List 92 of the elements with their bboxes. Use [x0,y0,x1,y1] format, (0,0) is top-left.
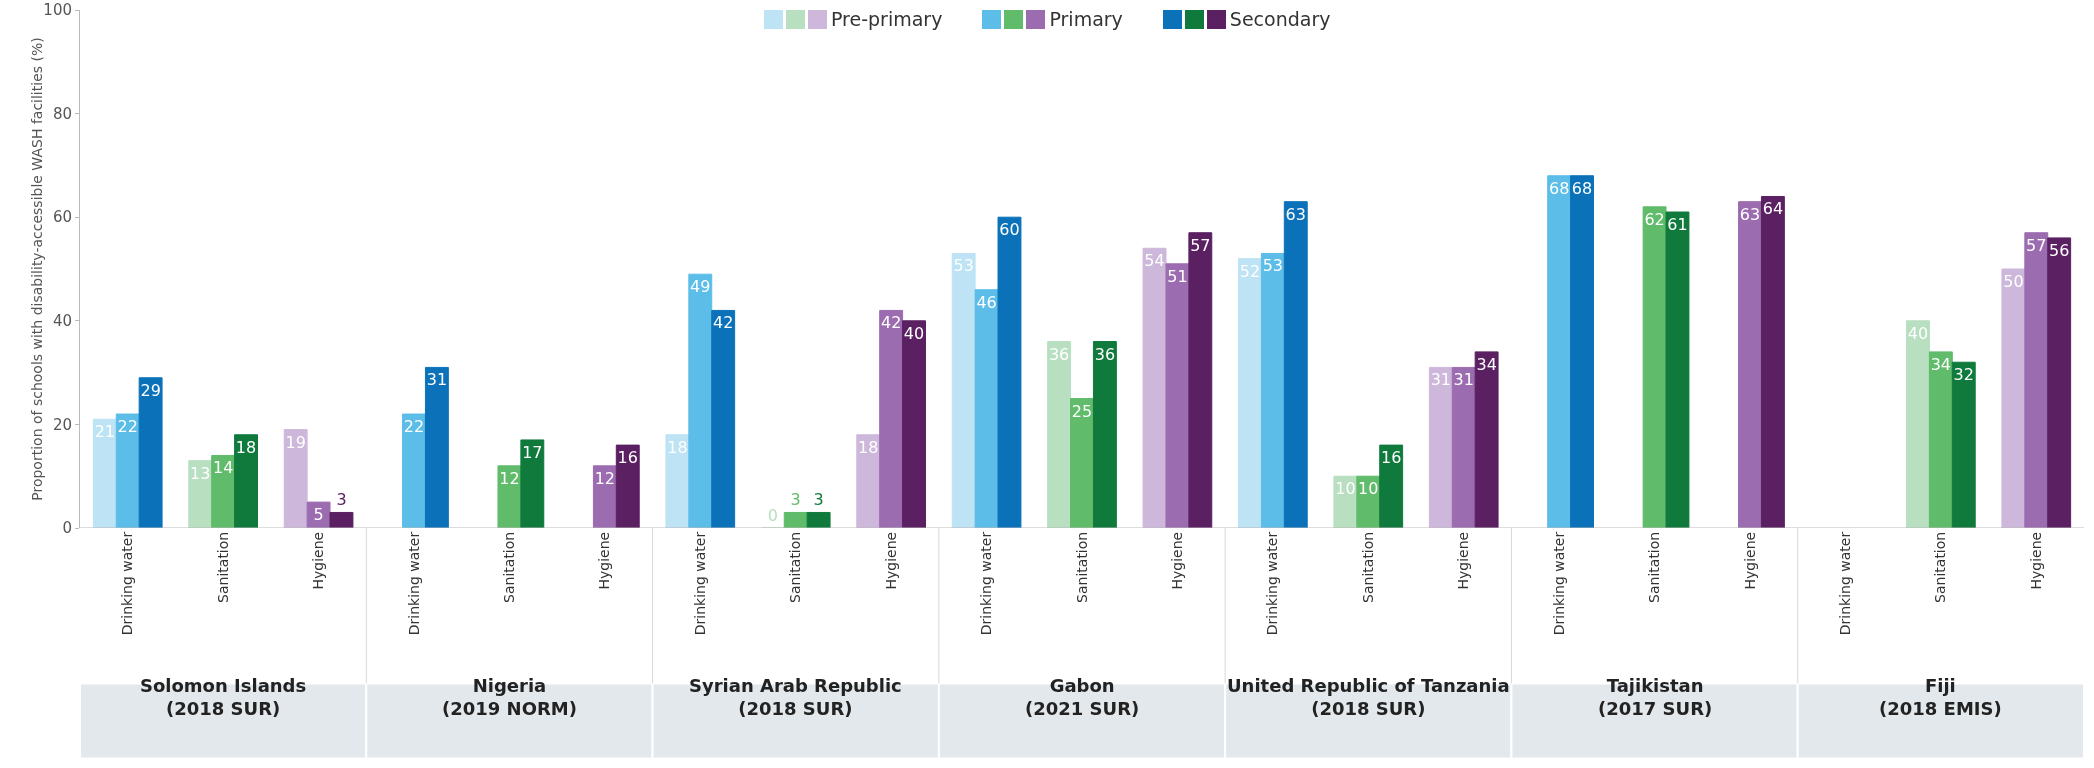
x-tick-label: Drinking water [1836,531,1853,636]
data-label: 3 [813,490,824,510]
data-label: 53 [1262,256,1284,276]
data-label: 19 [285,432,306,452]
data-label: 49 [690,277,711,297]
x-tick-label: Hygiene [596,531,613,590]
data-label: 34 [1476,354,1497,374]
data-label: 29 [140,380,161,400]
x-tick-label: Sanitation [1646,531,1663,603]
y-tick-label: 60 [52,208,72,227]
x-tick-label: Sanitation [214,531,231,603]
data-label: 10 [1335,479,1356,499]
x-tick-label: Drinking water [691,531,708,636]
y-tick-label: 100 [43,1,72,20]
data-label: 31 [426,370,448,390]
x-tick-label: Hygiene [1741,531,1758,590]
y-tick-label: 40 [52,312,72,331]
x-tick-label: Hygiene [2027,531,2044,590]
x-tick-label: Hygiene [1455,531,1472,590]
data-label: 0 [767,506,778,525]
data-label: 68 [1571,178,1593,198]
x-tick-label: Hygiene [310,531,327,590]
legend-label: Pre-primary [831,8,943,30]
data-label: 12 [499,468,520,488]
data-label: 3 [790,490,801,510]
data-label: 56 [2049,240,2070,260]
data-label: 12 [594,468,616,488]
data-label: 68 [1548,178,1570,198]
data-label: 57 [1190,235,1211,255]
data-label: 40 [903,323,925,343]
data-label: 21 [94,422,115,442]
data-label: 3 [336,490,347,510]
data-label: 31 [1453,370,1474,390]
text: United Republic of Tanzania (2018 SUR) [1227,675,1510,720]
text: Tajikistan (2017 SUR) [1598,675,1713,720]
y-tick-label: 20 [52,415,72,434]
y-axis-title: Proportion of schools with disability-accessible WASH facilities (%) [29,37,45,501]
data-label: 52 [1239,261,1261,281]
data-label: 16 [1381,448,1402,468]
data-label: 60 [999,220,1020,240]
x-tick-label: Sanitation [787,531,804,603]
data-label: 53 [953,256,974,276]
x-tick-label: Hygiene [882,531,899,590]
text: Gabon (2021 SUR) [1025,675,1140,720]
x-tick-label: Sanitation [500,531,517,603]
data-label: 42 [880,313,902,333]
x-tick-label: Drinking water [1264,531,1281,636]
y-tick-label: 0 [62,519,72,538]
data-label: 36 [1094,344,1116,364]
x-tick-label: Sanitation [1359,531,1376,603]
y-tick-label: 80 [52,104,72,123]
x-tick-label: Drinking water [1550,531,1567,636]
x-tick-label: Drinking water [405,531,422,636]
data-label: 14 [212,458,234,478]
text: Fiji (2018 EMIS) [1879,675,2002,720]
data-label: 51 [1167,266,1188,286]
text: Syrian Arab Republic (2018 SUR) [689,675,902,720]
data-label: 13 [190,463,211,483]
x-tick-label: Sanitation [1073,531,1090,603]
data-label: 31 [1430,370,1451,390]
data-label: 63 [1739,204,1761,224]
text: Nigeria (2019 NORM) [442,675,577,720]
data-label: 18 [667,437,688,457]
data-label: 63 [1285,204,1306,224]
text: Solomon Islands (2018 SUR) [140,675,307,720]
data-label: 10 [1358,479,1379,499]
x-tick-label: Drinking water [978,531,995,636]
legend-label: Secondary [1229,8,1331,30]
data-label: 42 [713,313,734,333]
data-label: 16 [617,448,638,468]
x-tick-label: Drinking water [119,531,136,636]
data-label: 54 [1144,251,1165,271]
legend-label: Primary [1049,8,1123,30]
data-label: 40 [1907,323,1929,343]
data-label: 22 [117,417,138,437]
x-tick-label: Hygiene [1168,531,1185,590]
x-tick-label: Sanitation [1932,531,1949,603]
data-label: 34 [1930,354,1952,374]
data-label: 46 [976,292,997,312]
data-label: 50 [2003,272,2024,291]
data-label: 25 [1071,401,1093,421]
data-label: 36 [1048,344,1070,364]
data-label: 64 [1762,199,1784,219]
data-label: 18 [235,437,257,457]
data-label: 22 [403,417,425,437]
data-label: 57 [2026,235,2047,255]
data-label: 62 [1644,209,1665,229]
data-label: 61 [1667,215,1688,235]
data-label: 5 [313,505,324,525]
data-label: 17 [522,442,543,462]
data-label: 32 [1953,365,1974,385]
data-label: 18 [858,437,879,457]
